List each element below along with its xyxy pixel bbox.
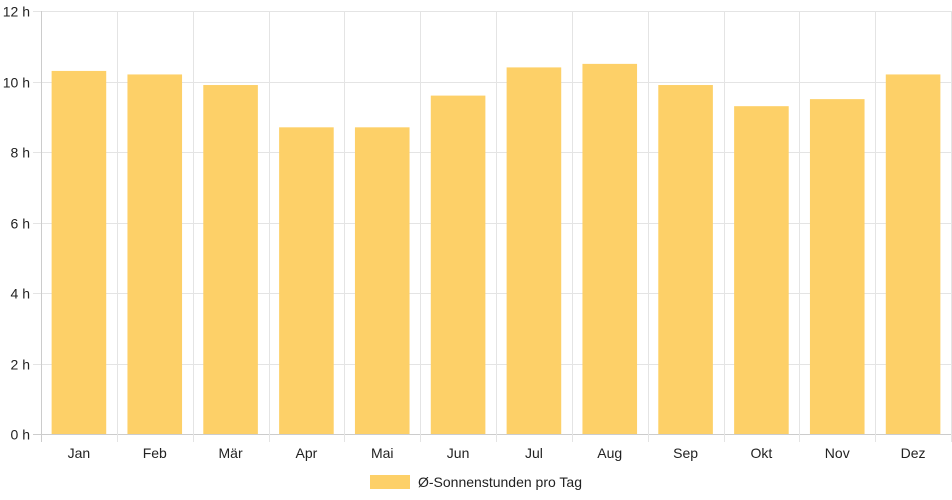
bars (51, 63, 941, 435)
bar-Feb[interactable] (127, 74, 183, 434)
x-tick-label: Nov (825, 445, 850, 461)
y-axis-ticks: 0 h 2 h 4 h 6 h 8 h 10 h 12 h (3, 4, 30, 443)
x-tick-label: Jan (68, 445, 91, 461)
y-tick-label: 4 h (11, 286, 30, 302)
bar-Apr[interactable] (279, 127, 334, 434)
legend-label: Ø-Sonnenstunden pro Tag (418, 474, 582, 490)
x-tick-label: Dez (901, 445, 926, 461)
bar-Nov[interactable] (809, 99, 865, 434)
y-tick-label: 0 h (11, 427, 30, 443)
bar-Okt[interactable] (734, 106, 789, 435)
x-tick-label: Aug (597, 445, 622, 461)
bar-Jan[interactable] (51, 70, 107, 435)
x-tick-label: Mär (219, 445, 243, 461)
y-tick-label: 10 h (3, 75, 30, 91)
grid-lines (33, 11, 952, 442)
x-tick-label: Jul (525, 445, 543, 461)
y-tick-label: 12 h (3, 4, 30, 20)
x-tick-label: Sep (673, 445, 698, 461)
legend[interactable]: Ø-Sonnenstunden pro Tag (370, 473, 582, 491)
x-tick-label: Apr (296, 445, 318, 461)
y-tick-label: 6 h (11, 216, 30, 232)
x-tick-label: Mai (371, 445, 394, 461)
bar-Mär[interactable] (203, 85, 258, 435)
bar-Jun[interactable] (430, 95, 486, 434)
bar-Jul[interactable] (506, 67, 562, 435)
y-tick-label: 8 h (11, 145, 30, 161)
bar-Dez[interactable] (885, 74, 941, 434)
bar-Aug[interactable] (582, 63, 638, 434)
x-axis-ticks: Jan Feb Mär Apr Mai Jun Jul Aug Sep Okt Nov Dez (68, 445, 926, 461)
y-tick-label: 2 h (11, 357, 30, 373)
bar-Sep[interactable] (658, 85, 713, 435)
x-tick-label: Feb (143, 445, 167, 461)
bar-Mai[interactable] (354, 127, 410, 434)
x-tick-label: Jun (447, 445, 470, 461)
x-tick-label: Okt (751, 445, 773, 461)
legend-swatch (370, 475, 410, 489)
